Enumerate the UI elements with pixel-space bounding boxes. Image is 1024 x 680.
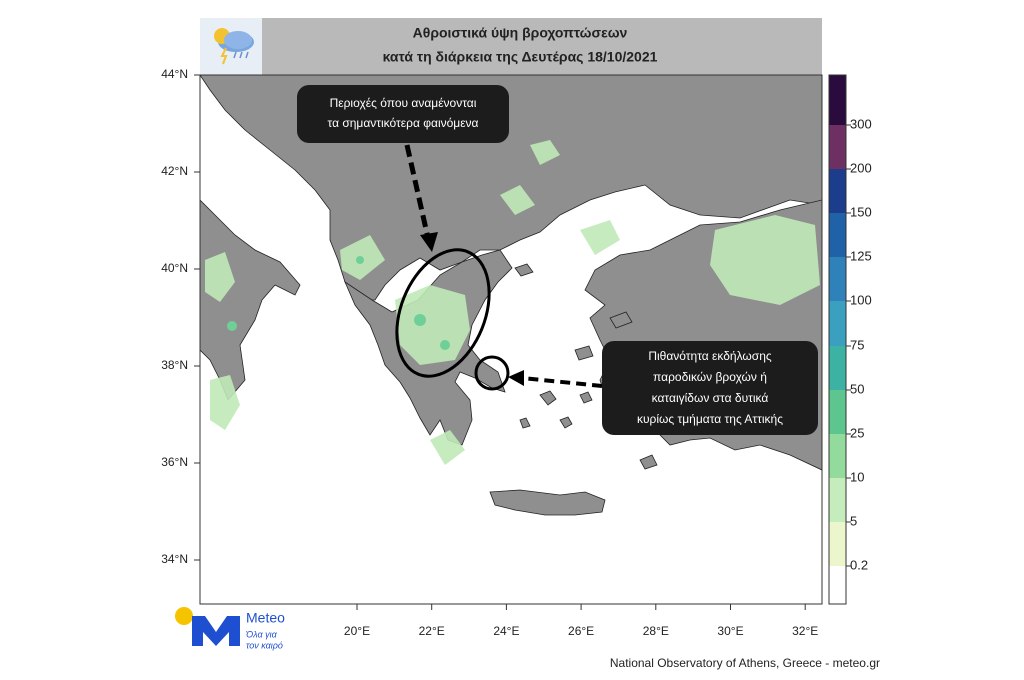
- colorbar-label: 125: [850, 248, 872, 263]
- colorbar-label: 5: [850, 513, 857, 528]
- lat-label: 38°N: [161, 358, 188, 372]
- logo-tagline: τον καιρό: [246, 640, 283, 650]
- colorbar-segment: [829, 346, 846, 390]
- colorbar-label: 50: [850, 381, 864, 396]
- lat-label: 34°N: [161, 552, 188, 566]
- title-line: κατά τη διάρκεια της Δευτέρας 18/10/2021: [383, 49, 658, 65]
- colorbar-segment: [829, 434, 846, 478]
- colorbar-segment: [829, 257, 846, 301]
- colorbar: 300 200 150 125 100 75 50 25 10 5 0.2: [828, 74, 872, 605]
- colorbar-segment: [829, 390, 846, 434]
- colorbar-segment: [829, 125, 846, 169]
- arrow: [404, 144, 431, 239]
- axes: 44°N 42°N 40°N 38°N 36°N 34°N 20°E 22°E 24°E 26°E…: [161, 67, 818, 638]
- annotation-box: [297, 85, 509, 143]
- arrow: [521, 376, 603, 388]
- colorbar-segment: [829, 566, 846, 604]
- lon-label: 22°E: [419, 624, 445, 638]
- colorbar-label: 200: [850, 160, 872, 175]
- annotation-text: παροδικών βροχών ή: [653, 370, 767, 384]
- lon-label: 28°E: [643, 624, 669, 638]
- lon-label: 24°E: [493, 624, 519, 638]
- annotation-text: καταιγίδων στα δυτικά: [652, 391, 769, 405]
- map-frame: [199, 74, 823, 605]
- lon-label: 20°E: [344, 624, 370, 638]
- title-line: Αθροιστικά ύψη βροχοπτώσεων: [413, 25, 628, 41]
- annotation-text: Περιοχές όπου αναμένονται: [330, 96, 477, 110]
- weather-icon: [214, 28, 254, 65]
- colorbar-segment: [829, 75, 846, 125]
- colorbar-segment: [829, 301, 846, 346]
- lon-label: 32°E: [792, 624, 818, 638]
- colorbar-segment: [829, 522, 846, 566]
- colorbar-segment: [829, 169, 846, 213]
- annotation-box: [602, 341, 818, 435]
- map: [200, 75, 822, 604]
- lat-label: 36°N: [161, 455, 188, 469]
- lon-label: 30°E: [717, 624, 743, 638]
- colorbar-segment: [829, 478, 846, 522]
- highlight-ellipse: [395, 248, 491, 378]
- lat-label: 42°N: [161, 164, 188, 178]
- lon-label: 26°E: [568, 624, 594, 638]
- colorbar-label: 25: [850, 425, 864, 440]
- logo-name: Meteo: [246, 610, 285, 626]
- lat-label: 44°N: [161, 67, 188, 81]
- footer: National Observatory of Athens, Greece -…: [610, 656, 880, 670]
- annotation-text: τα σημαντικότερα φαινόμενα: [328, 116, 479, 130]
- colorbar-label: 150: [850, 204, 872, 219]
- title-bar: [200, 18, 822, 75]
- highlight-circle: [474, 355, 510, 391]
- arrowhead: [508, 370, 524, 386]
- colorbar-label: 300: [850, 116, 872, 131]
- colorbar-label: 100: [850, 292, 872, 307]
- colorbar-segment: [829, 213, 846, 257]
- colorbar-frame: [828, 74, 847, 605]
- colorbar-label: 10: [850, 469, 864, 484]
- annotation-text: Πιθανότητα εκδήλωσης: [648, 349, 772, 363]
- annotation-text: κυρίως τμήματα της Αττικής: [637, 412, 783, 426]
- lat-label: 40°N: [161, 261, 188, 275]
- logo-tagline: Όλα για: [245, 629, 278, 639]
- colorbar-label: 75: [850, 337, 864, 352]
- colorbar-label: 0.2: [850, 557, 868, 572]
- arrowhead: [420, 232, 438, 252]
- logo: Meteo Όλα για τον καιρό: [175, 607, 285, 650]
